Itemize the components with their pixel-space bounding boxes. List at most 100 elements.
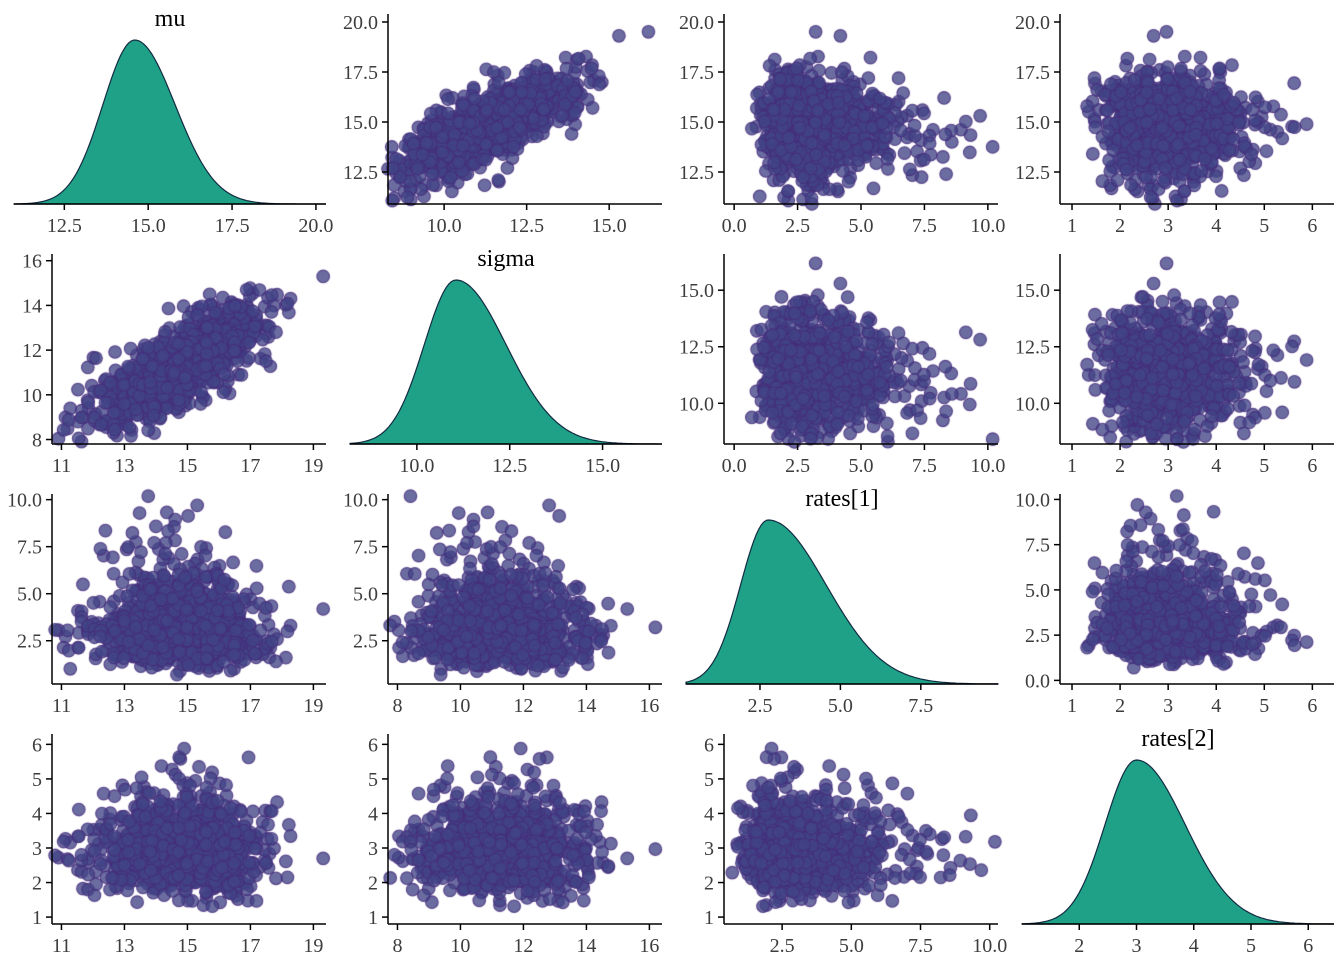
y-tick-label: 2.5: [353, 631, 378, 653]
x-tick-label: 17.5: [215, 215, 250, 237]
density-curve: [349, 279, 662, 445]
x-tick-label: 15: [177, 695, 197, 717]
y-tick-label: 5: [368, 769, 378, 791]
x-tick-label: 5: [1246, 935, 1256, 957]
panel-rates2-vs-mu: 11 13 15 17 19 1 2 3 4 5 6: [0, 720, 336, 960]
x-tick-label: 17: [240, 455, 260, 477]
density-curve: [1021, 759, 1335, 925]
x-tick-label: 16: [639, 695, 659, 717]
x-tick-label: 6: [1307, 455, 1317, 477]
x-tick-label: 2: [1115, 455, 1125, 477]
x-tick-label: 11: [52, 695, 71, 717]
x-tick-label: 13: [114, 455, 134, 477]
x-tick-label: 8: [392, 695, 402, 717]
x-tick-label: 15.0: [131, 215, 166, 237]
axes-rates2-vs-rates1: 2.5 5.0 7.5 10.0 1 2 3 4 5 6: [704, 734, 1007, 957]
x-tick-label: 3: [1131, 935, 1141, 957]
x-tick-label: 2.5: [747, 695, 772, 717]
x-tick-label: 10.0: [972, 935, 1007, 957]
x-tick-label: 6: [1303, 935, 1313, 957]
panel-rates2-vs-rates1: 2.5 5.0 7.5 10.0 1 2 3 4 5 6: [672, 720, 1008, 960]
x-tick-label: 13: [114, 695, 134, 717]
x-tick-label: 2: [1115, 215, 1125, 237]
x-tick-label: 3: [1163, 215, 1173, 237]
y-tick-label: 4: [704, 803, 714, 825]
panel-title: rates[1]: [805, 486, 878, 512]
density-curve: [685, 519, 999, 685]
axes-rates1-vs-sigma: 8 10 12 14 16 2.5 5.0 7.5 10.0: [343, 490, 662, 717]
x-tick-label: 4: [1211, 455, 1221, 477]
x-tick-label: 19: [303, 935, 323, 957]
y-tick-label: 15.0: [679, 280, 714, 302]
x-tick-label: 1: [1067, 455, 1077, 477]
x-tick-label: 3: [1163, 695, 1173, 717]
x-tick-label: 10.0: [970, 455, 1005, 477]
y-tick-label: 5.0: [353, 584, 378, 606]
y-tick-label: 15.0: [679, 112, 714, 134]
x-tick-label: 1: [1067, 695, 1077, 717]
axes-mu-vs-sigma: 10.0 12.5 15.0 12.5 15.0 17.5 20.0: [343, 12, 662, 237]
x-tick-label: 17: [240, 695, 260, 717]
panel-rates1-vs-sigma: 8 10 12 14 16 2.5 5.0 7.5 10.0: [336, 480, 672, 720]
y-tick-label: 10.0: [1015, 393, 1050, 415]
y-tick-label: 10.0: [1015, 489, 1050, 511]
scatter-points-sigma-vs-rates2: [1008, 240, 1344, 480]
scatter-points-mu-vs-sigma: [336, 0, 672, 240]
y-tick-label: 2.5: [17, 631, 42, 653]
panel-mu-vs-sigma: 10.0 12.5 15.0 12.5 15.0 17.5 20.0: [336, 0, 672, 240]
y-tick-label: 17.5: [679, 62, 714, 84]
y-tick-label: 3: [32, 838, 42, 860]
x-tick-label: 16: [639, 935, 659, 957]
x-tick-label: 14: [576, 695, 596, 717]
y-tick-label: 6: [704, 734, 714, 756]
x-tick-label: 10: [450, 695, 470, 717]
x-tick-label: 15.0: [585, 455, 620, 477]
axes-rates2-density: 2 3 4 5 6 rates[2]: [1021, 726, 1335, 957]
scatter-points-mu-vs-rates1: [672, 0, 1008, 240]
x-tick-label: 5.0: [828, 695, 853, 717]
panel-title: rates[2]: [1141, 726, 1214, 752]
scatter-points-rates2-vs-mu: [0, 720, 336, 960]
axes-rates1-vs-rates2: 1 2 3 4 5 6 0.0 2.5 5.0 7.5 10.0: [1015, 489, 1334, 717]
x-tick-label: 19: [303, 455, 323, 477]
y-tick-label: 8: [32, 430, 42, 452]
panel-sigma-vs-rates1: 0.0 2.5 5.0 7.5 10.0 10.0 12.5 15.0: [672, 240, 1008, 480]
y-tick-label: 20.0: [343, 12, 378, 34]
y-tick-label: 16: [22, 251, 42, 273]
y-tick-label: 5: [32, 769, 42, 791]
x-tick-label: 7.5: [912, 455, 937, 477]
y-tick-label: 12.5: [1015, 337, 1050, 359]
x-tick-label: 3: [1163, 455, 1173, 477]
x-tick-label: 19: [303, 695, 323, 717]
y-tick-label: 4: [368, 803, 378, 825]
y-tick-label: 12.5: [679, 337, 714, 359]
x-tick-label: 10.0: [427, 215, 462, 237]
y-tick-label: 10.0: [679, 393, 714, 415]
x-tick-label: 6: [1307, 215, 1317, 237]
x-tick-label: 12.5: [47, 215, 82, 237]
x-tick-label: 11: [52, 455, 71, 477]
y-tick-label: 10.0: [7, 490, 42, 512]
scatter-points-rates1-vs-sigma: [336, 480, 672, 720]
x-tick-label: 7.5: [908, 935, 933, 957]
y-tick-label: 1: [368, 907, 378, 929]
x-tick-label: 2.5: [785, 455, 810, 477]
x-tick-label: 15.0: [592, 215, 627, 237]
y-tick-label: 15.0: [1015, 280, 1050, 302]
y-tick-label: 2: [704, 873, 714, 895]
y-tick-label: 1: [32, 907, 42, 929]
x-tick-label: 7.5: [912, 215, 937, 237]
axes-sigma-vs-mu: 11 13 15 17 19 8 10 12 14 16: [22, 251, 326, 477]
scatter-points-rates2-vs-rates1: [672, 720, 1008, 960]
y-tick-label: 17.5: [1015, 62, 1050, 84]
panel-sigma-vs-rates2: 1 2 3 4 5 6 10.0 12.5 15.0: [1008, 240, 1344, 480]
panel-rates1-density: 2.5 5.0 7.5 rates[1]: [672, 480, 1008, 720]
panel-sigma-density: 10.0 12.5 15.0 sigma: [336, 240, 672, 480]
axes-rates2-vs-mu: 11 13 15 17 19 1 2 3 4 5 6: [32, 734, 326, 957]
y-tick-label: 15.0: [343, 112, 378, 134]
x-tick-label: 5.0: [849, 215, 874, 237]
axes-mu-density: 12.5 15.0 17.5 20.0 mu: [13, 6, 333, 237]
x-tick-label: 12.5: [492, 455, 527, 477]
x-tick-label: 12: [513, 935, 533, 957]
